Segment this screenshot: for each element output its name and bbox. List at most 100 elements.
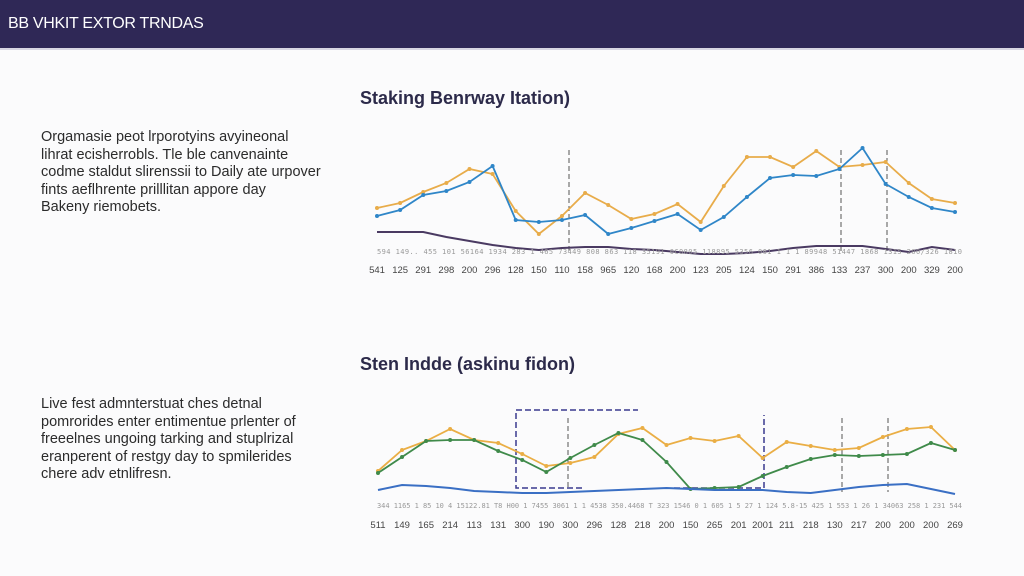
x-tick-label: 120 <box>623 265 639 276</box>
data-point <box>760 474 765 478</box>
data-point <box>675 202 680 206</box>
data-point <box>592 443 597 447</box>
x-tick-label: 165 <box>418 520 434 531</box>
x-tick-label: 205 <box>716 265 732 276</box>
x-tick-label: 200 <box>899 520 915 531</box>
data-point <box>929 197 934 201</box>
data-point <box>640 426 645 430</box>
chart-1: 541 125 291 298 200 296 128 150 110 158 965 120 168 2… <box>369 146 963 276</box>
description-line: Orgamasie peot lrporotyins avyineonal <box>41 129 289 145</box>
x-tick-label: 265 <box>707 520 723 531</box>
data-point <box>698 228 703 232</box>
data-point <box>883 182 888 186</box>
data-point <box>421 193 426 197</box>
data-point <box>883 160 888 164</box>
data-point <box>784 440 789 444</box>
data-point <box>832 453 837 457</box>
data-point <box>559 214 564 218</box>
app-title: BB VHKIT EXTOR TRNDAS <box>8 15 204 32</box>
x-tick-label: 211 <box>779 520 794 531</box>
x-tick-label: 300 <box>878 265 894 276</box>
data-point <box>592 455 597 459</box>
data-point <box>376 471 380 475</box>
data-point <box>520 458 525 462</box>
data-point <box>736 485 741 489</box>
data-point <box>520 452 525 456</box>
data-point <box>808 444 813 448</box>
data-point <box>814 149 819 153</box>
series-line-1 <box>376 149 956 236</box>
data-point <box>375 214 379 218</box>
data-point <box>544 464 549 468</box>
data-point <box>448 438 453 442</box>
x-tick-label: 200 <box>923 520 939 531</box>
x-tick-label: 965 <box>600 265 616 276</box>
x-tick-label: 541 <box>369 265 385 276</box>
x-tick-label: 269 <box>947 520 963 531</box>
x-tick-label: 386 <box>808 265 824 276</box>
series-line-2 <box>376 146 956 235</box>
data-point <box>606 232 611 236</box>
data-point <box>467 167 472 171</box>
data-point <box>568 456 573 460</box>
header-bar: BB VHKIT EXTOR TRNDAS <box>0 0 1024 50</box>
data-point <box>664 460 669 464</box>
x-tick-label: 217 <box>851 520 867 531</box>
description-line: eranperent of restgy day to spmilerides <box>41 448 292 465</box>
data-point <box>928 425 933 429</box>
x-tick-label: 168 <box>647 265 663 276</box>
data-point <box>880 435 885 439</box>
section-1-description: Orgamasie peot lrporotyins avyineonal li… <box>41 129 331 217</box>
data-point <box>400 455 405 459</box>
data-point <box>513 209 518 213</box>
data-point <box>559 218 564 222</box>
x-tick-label: 190 <box>538 520 554 531</box>
data-point <box>400 448 405 452</box>
data-point <box>496 449 501 453</box>
description-line: chere adv etnlifresn. <box>41 466 172 482</box>
data-point <box>568 461 573 465</box>
data-point <box>712 439 717 443</box>
description-line: codme staldut slirenssii to Daily ate ur… <box>41 164 321 180</box>
data-point <box>791 173 796 177</box>
x-tick-label: 128 <box>610 520 626 531</box>
data-point <box>444 189 449 193</box>
data-point <box>675 212 680 216</box>
x-tick-label: 298 <box>438 265 454 276</box>
data-point <box>448 427 453 431</box>
data-point <box>837 167 842 171</box>
data-point <box>513 218 518 222</box>
x-tick-label: 218 <box>803 520 819 531</box>
x-tick-label: 149 <box>394 520 410 531</box>
data-point <box>768 176 773 180</box>
data-point <box>606 203 611 207</box>
x-tick-label: 291 <box>785 265 801 276</box>
data-point <box>583 191 588 195</box>
data-point <box>490 172 495 176</box>
series-line-3 <box>377 482 956 495</box>
data-point <box>536 232 541 236</box>
x-tick-label: 150 <box>762 265 778 276</box>
description-line: fints aeflhrente prilllitan appore day <box>41 181 266 198</box>
description-line: pomrorides enter entimentue prlenter of <box>41 413 296 430</box>
x-tick-label: 150 <box>683 520 699 531</box>
x-tick-label: 124 <box>739 265 755 276</box>
description-line: freeelnes ungoing tarking and stuplrizal <box>41 431 294 447</box>
series-line-3 <box>377 231 956 255</box>
data-point <box>904 452 909 456</box>
x-tick-label: 200 <box>670 265 686 276</box>
x-tick-label: 300 <box>514 520 530 531</box>
data-point <box>953 210 957 214</box>
data-point <box>904 427 909 431</box>
data-point <box>880 453 885 457</box>
x-tick-label: 150 <box>531 265 547 276</box>
x-tick-label: 300 <box>562 520 578 531</box>
data-point <box>444 181 449 185</box>
x-tick-label: 200 <box>875 520 891 531</box>
data-point <box>814 174 819 178</box>
data-point <box>424 439 429 443</box>
data-point <box>536 220 541 224</box>
x-tick-label: 237 <box>855 265 871 276</box>
x-tick-label: 125 <box>392 265 408 276</box>
